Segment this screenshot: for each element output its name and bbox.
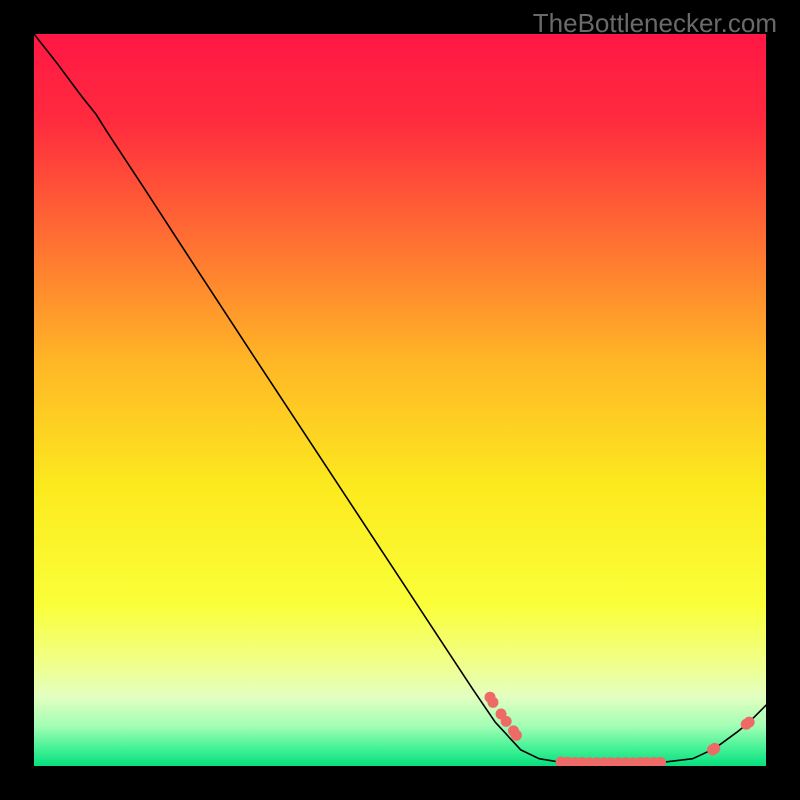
gradient-background: [34, 34, 766, 766]
marker-point: [709, 743, 720, 754]
marker-point: [511, 730, 522, 741]
marker-point: [501, 716, 512, 727]
marker-point: [487, 697, 498, 708]
chart-root: { "watermark": { "text": "TheBottlenecke…: [0, 0, 800, 800]
chart-svg: [34, 34, 766, 766]
plot-area: [34, 34, 766, 766]
marker-point: [744, 717, 755, 728]
watermark-text: TheBottlenecker.com: [533, 8, 777, 39]
